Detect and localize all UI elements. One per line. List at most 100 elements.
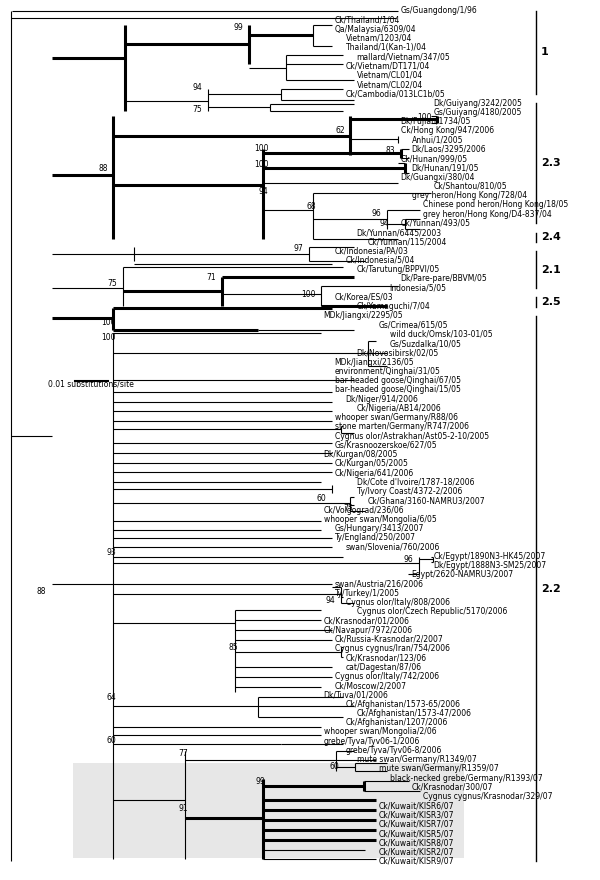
Text: 100: 100 <box>101 319 116 327</box>
Text: Thailand/1(Kan-1)/04: Thailand/1(Kan-1)/04 <box>346 43 427 52</box>
Text: Ck/Nigeria/AB14/2006: Ck/Nigeria/AB14/2006 <box>356 404 442 413</box>
Text: black-necked grebe/Germany/R1393/07: black-necked grebe/Germany/R1393/07 <box>389 774 542 782</box>
Text: Ck/Yunnan/115/2004: Ck/Yunnan/115/2004 <box>368 238 447 246</box>
Text: Gs/Krasnoozerskoe/627/05: Gs/Krasnoozerskoe/627/05 <box>335 441 437 450</box>
Text: Ck/Korea/ES/03: Ck/Korea/ES/03 <box>335 293 393 302</box>
Text: Cygnus olor/Astrakhan/Ast05-2-10/2005: Cygnus olor/Astrakhan/Ast05-2-10/2005 <box>335 431 488 441</box>
Text: 94: 94 <box>326 596 335 605</box>
Text: Ck/Afghanistan/1573-65/2006: Ck/Afghanistan/1573-65/2006 <box>346 700 461 708</box>
Text: Ck/Kuwait/KISR8/07: Ck/Kuwait/KISR8/07 <box>379 839 454 847</box>
Text: mallard/Vietnam/347/05: mallard/Vietnam/347/05 <box>356 53 451 62</box>
Text: Cygnus cygnus/Iran/754/2006: Cygnus cygnus/Iran/754/2006 <box>335 644 449 653</box>
Text: mute swan/Germany/R1359/07: mute swan/Germany/R1359/07 <box>379 765 499 774</box>
Text: Ck/Kuwait/KISR7/07: Ck/Kuwait/KISR7/07 <box>379 820 454 829</box>
Text: MDk/Jiangxi/2295/05: MDk/Jiangxi/2295/05 <box>323 312 403 320</box>
Text: Ck/Kuwait/KISR6/07: Ck/Kuwait/KISR6/07 <box>379 802 454 810</box>
Text: 71: 71 <box>206 273 216 282</box>
Text: Dk/Niger/914/2006: Dk/Niger/914/2006 <box>346 394 418 404</box>
Text: 1: 1 <box>541 48 549 57</box>
Text: Ck/Ghana/3160-NAMRU3/2007: Ck/Ghana/3160-NAMRU3/2007 <box>368 496 485 505</box>
Text: Cygnus cygnus/Krasnodar/329/07: Cygnus cygnus/Krasnodar/329/07 <box>422 792 552 801</box>
Text: 96: 96 <box>371 209 382 218</box>
Text: 94: 94 <box>380 219 389 228</box>
Text: 88: 88 <box>37 587 46 596</box>
Text: Ty/Turkey/1/2005: Ty/Turkey/1/2005 <box>335 589 400 598</box>
Text: 77: 77 <box>178 749 188 758</box>
Text: Ck/Volgograd/236/06: Ck/Volgograd/236/06 <box>323 505 404 515</box>
Text: Ck/Hunan/999/05: Ck/Hunan/999/05 <box>401 154 468 163</box>
Text: 99: 99 <box>256 777 266 786</box>
Text: Ck/Indonesia/5/04: Ck/Indonesia/5/04 <box>346 256 415 265</box>
Text: Gs/Crimea/615/05: Gs/Crimea/615/05 <box>379 320 448 330</box>
Text: Gs/Guangdong/1/96: Gs/Guangdong/1/96 <box>401 6 478 15</box>
Text: Ck/Indonesia/PA/03: Ck/Indonesia/PA/03 <box>335 246 409 255</box>
Text: 2.5: 2.5 <box>541 297 560 307</box>
Text: 62: 62 <box>335 127 344 136</box>
Text: Cygnus olor/Czech Republic/5170/2006: Cygnus olor/Czech Republic/5170/2006 <box>356 607 507 616</box>
Text: Egypt/2620-NAMRU3/2007: Egypt/2620-NAMRU3/2007 <box>412 570 514 579</box>
Text: MDk/Jiangxi/2136/05: MDk/Jiangxi/2136/05 <box>335 357 414 367</box>
Text: Ck/Nigeria/641/2006: Ck/Nigeria/641/2006 <box>335 468 414 478</box>
Text: Ck/Kurgan/05/2005: Ck/Kurgan/05/2005 <box>335 459 409 468</box>
Text: wild duck/Omsk/103-01/05: wild duck/Omsk/103-01/05 <box>389 330 492 339</box>
Text: 75: 75 <box>107 279 117 288</box>
Text: Ck/Kuwait/KISR3/07: Ck/Kuwait/KISR3/07 <box>379 810 454 819</box>
Text: Ck/Thailand/1/04: Ck/Thailand/1/04 <box>335 16 400 25</box>
Text: 75: 75 <box>343 504 353 513</box>
Text: Dk/Guiyang/3242/2005: Dk/Guiyang/3242/2005 <box>434 99 523 107</box>
Text: mute swan/Germany/R1349/07: mute swan/Germany/R1349/07 <box>356 755 476 764</box>
Text: Ck/Cambodia/013LC1b/05: Ck/Cambodia/013LC1b/05 <box>346 90 445 99</box>
Text: Gs/Suzdalka/10/05: Gs/Suzdalka/10/05 <box>389 339 461 348</box>
Text: swan/Slovenia/760/2006: swan/Slovenia/760/2006 <box>346 543 440 552</box>
Text: Dk/Hunan/191/05: Dk/Hunan/191/05 <box>412 164 479 172</box>
Text: Cygnus olor/Italy/742/2006: Cygnus olor/Italy/742/2006 <box>335 672 439 681</box>
Text: Vietnam/CL01/04: Vietnam/CL01/04 <box>356 71 423 80</box>
Text: Vietnam/1203/04: Vietnam/1203/04 <box>346 34 412 43</box>
Text: 68: 68 <box>307 202 316 211</box>
Text: 93: 93 <box>106 547 116 557</box>
Text: Ty/England/250/2007: Ty/England/250/2007 <box>335 533 416 542</box>
Text: 99: 99 <box>234 23 244 32</box>
Text: 97: 97 <box>293 245 304 253</box>
Text: stone marten/Germany/R747/2006: stone marten/Germany/R747/2006 <box>335 422 469 431</box>
Text: grebe/Tyva/Tyv06-1/2006: grebe/Tyva/Tyv06-1/2006 <box>323 737 420 745</box>
Text: Ck/Krasnodar/123/06: Ck/Krasnodar/123/06 <box>346 654 427 663</box>
Text: Dk/Kurgan/08/2005: Dk/Kurgan/08/2005 <box>323 450 398 459</box>
Text: Ck/Moscow/2/2007: Ck/Moscow/2/2007 <box>335 681 407 690</box>
Text: Gs/Guiyang/4180/2005: Gs/Guiyang/4180/2005 <box>434 108 522 117</box>
Text: Dk/Pare-pare/BBVM/05: Dk/Pare-pare/BBVM/05 <box>401 275 487 283</box>
Text: Ck/Navapur/7972/2006: Ck/Navapur/7972/2006 <box>323 626 413 634</box>
Text: Ck/Afghanistan/1573-47/2006: Ck/Afghanistan/1573-47/2006 <box>356 709 472 718</box>
Text: Dk/Tuva/01/2006: Dk/Tuva/01/2006 <box>323 691 388 700</box>
Text: 100: 100 <box>418 114 432 122</box>
Text: 88: 88 <box>98 164 108 172</box>
Text: Ck/Kuwait/KISR5/07: Ck/Kuwait/KISR5/07 <box>379 829 454 838</box>
Text: Dk/Cote d'Ivoire/1787-18/2006: Dk/Cote d'Ivoire/1787-18/2006 <box>356 478 474 487</box>
Text: Ck/Krasnodar/01/2006: Ck/Krasnodar/01/2006 <box>323 617 410 626</box>
Text: 2.2: 2.2 <box>541 583 561 594</box>
Text: 100: 100 <box>301 290 315 298</box>
Text: whooper swan/Mongolia/6/05: whooper swan/Mongolia/6/05 <box>323 515 436 524</box>
Text: bar-headed goose/Qinghai/67/05: bar-headed goose/Qinghai/67/05 <box>335 376 461 385</box>
Text: 60: 60 <box>329 762 339 771</box>
Text: grebe/Tyva/Tyv06-8/2006: grebe/Tyva/Tyv06-8/2006 <box>346 746 442 755</box>
Text: bar-headed goose/Qinghai/15/05: bar-headed goose/Qinghai/15/05 <box>335 385 460 394</box>
Text: Ck/Vietnam/DT171/04: Ck/Vietnam/DT171/04 <box>346 62 430 70</box>
Text: grey heron/Hong Kong/728/04: grey heron/Hong Kong/728/04 <box>412 191 527 200</box>
Text: 94: 94 <box>193 83 202 92</box>
Text: Anhui/1/2005: Anhui/1/2005 <box>412 136 463 144</box>
Text: Dk/Laos/3295/2006: Dk/Laos/3295/2006 <box>412 145 486 154</box>
Text: Dk/Novosibirsk/02/05: Dk/Novosibirsk/02/05 <box>356 348 439 357</box>
Text: 64: 64 <box>106 693 116 702</box>
Text: 75: 75 <box>193 105 202 114</box>
Text: Chinese pond heron/Hong Kong/18/05: Chinese pond heron/Hong Kong/18/05 <box>422 201 568 209</box>
Text: Ck/Kuwait/KISR2/07: Ck/Kuwait/KISR2/07 <box>379 847 454 856</box>
Text: 94: 94 <box>259 187 268 196</box>
Text: Ck/Hong Kong/947/2006: Ck/Hong Kong/947/2006 <box>401 127 494 136</box>
Text: 83: 83 <box>385 146 395 155</box>
Text: Ck/Shantou/810/05: Ck/Shantou/810/05 <box>434 182 507 191</box>
Text: Ck/Tarutung/BPPVI/05: Ck/Tarutung/BPPVI/05 <box>356 265 440 275</box>
Text: 2.3: 2.3 <box>541 158 560 168</box>
Text: Ck/Afghanistan/1207/2006: Ck/Afghanistan/1207/2006 <box>346 718 448 727</box>
Text: Indonesia/5/05: Indonesia/5/05 <box>389 283 446 293</box>
